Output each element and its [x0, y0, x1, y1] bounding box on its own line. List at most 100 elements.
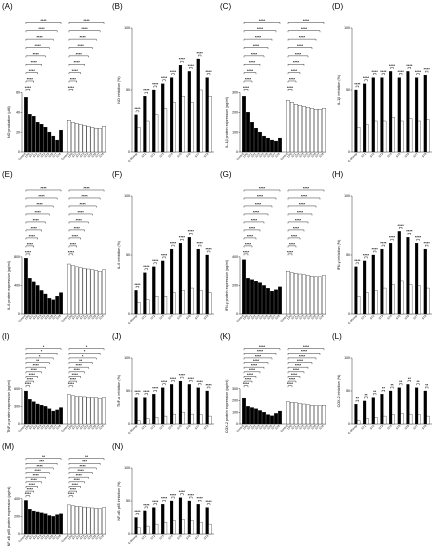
significance-label: ****: [249, 367, 256, 372]
x-tick-label: ST3: [36, 534, 43, 541]
significance-label: ****: [205, 499, 212, 504]
significance-label: ****: [134, 509, 141, 514]
bar: [155, 523, 159, 535]
bar: [397, 387, 401, 425]
significance-bracket: [68, 371, 85, 374]
y-tick-label: 100: [124, 26, 130, 30]
significance-bracket: [287, 376, 301, 378]
significance-label: ****: [161, 252, 168, 257]
x-tick-label: ST6: [266, 314, 273, 321]
significance-label: ****: [170, 376, 177, 381]
significance-label: ****: [36, 35, 43, 40]
significance-label: ****: [301, 193, 308, 198]
bar: [278, 286, 282, 315]
significance-bracket: [180, 376, 184, 379]
x-tick-label: ST7: [94, 534, 101, 541]
x-tick-label: ST1: [141, 152, 148, 159]
significance-bracket: [373, 393, 377, 396]
significance-bracket: [153, 503, 157, 506]
significance-bracket: [25, 22, 62, 24]
significance-bracket: [399, 73, 403, 76]
bar: [196, 504, 200, 535]
bar: [426, 119, 430, 153]
y-tick-label: 0: [236, 422, 238, 426]
bar: [365, 292, 369, 315]
bar: [94, 127, 99, 153]
significance-label: ****: [398, 223, 405, 228]
bar: [47, 298, 52, 315]
bar: [205, 254, 209, 315]
bar: [24, 390, 28, 425]
bar: [389, 390, 393, 425]
x-tick-label: ST7: [194, 534, 201, 541]
bar: [262, 285, 266, 315]
x-tick-label: ST1: [141, 424, 148, 431]
significance-label: ****: [245, 76, 252, 81]
significance-label: ****: [40, 18, 47, 23]
bar: [254, 127, 258, 153]
significance-bracket: [390, 239, 394, 241]
bar: [208, 523, 212, 535]
significance-label: ****: [257, 193, 264, 198]
bar: [47, 515, 52, 535]
y-tick-label: 200: [232, 399, 238, 403]
y-tick-label: 300: [14, 405, 20, 409]
y-axis-label: NO inhibition (%): [117, 76, 121, 103]
significance-bracket: [135, 393, 140, 396]
significance-label: ****: [188, 229, 195, 234]
bar: [258, 282, 262, 315]
bar: [39, 512, 44, 535]
significance-label: ****: [70, 76, 77, 81]
significance-label: ****: [299, 35, 306, 40]
significance-label: ****: [424, 241, 431, 246]
significance-bracket: [287, 55, 309, 58]
significance-label: ****: [372, 69, 379, 74]
significance-label: ****: [31, 60, 38, 65]
significance-label: ****: [247, 372, 254, 377]
bar: [406, 237, 410, 315]
significance-bracket: [243, 55, 265, 58]
significance-bracket: [25, 72, 38, 75]
significance-bracket: [25, 362, 50, 365]
x-tick-label: ST6: [47, 424, 54, 431]
x-tick-label: Control: [235, 424, 244, 433]
x-tick-label: LPS: [24, 314, 31, 321]
x-tick-label: ST4: [83, 152, 90, 159]
bar: [423, 248, 427, 315]
significance-bracket: [399, 383, 403, 386]
x-tick-label: LPS: [67, 424, 74, 431]
bar: [205, 507, 209, 535]
significance-bracket: [243, 357, 273, 360]
x-tick-label: ST5: [306, 314, 313, 321]
x-tick-label: ST8: [98, 314, 105, 321]
bar: [190, 520, 194, 535]
significance-label: ****: [415, 235, 422, 240]
x-tick-label: ST6: [47, 534, 54, 541]
x-tick-label: ST6: [266, 152, 273, 159]
x-tick-label: ST8: [274, 424, 281, 431]
significance-bracket: [162, 79, 166, 82]
bar: [199, 414, 203, 425]
bar: [59, 129, 63, 153]
bar: [152, 507, 156, 535]
significance-label: ****: [161, 75, 168, 80]
y-tick-label: 200: [232, 110, 238, 114]
significance-bracket: [68, 458, 105, 461]
bar: [389, 243, 393, 315]
x-tick-label: ST7: [270, 314, 277, 321]
x-tick-label: ST5: [87, 534, 94, 541]
x-tick-label: ST8: [318, 152, 325, 159]
bar: [406, 71, 410, 153]
significance-label: ****: [243, 85, 250, 90]
bar: [134, 114, 138, 153]
bar: [161, 504, 165, 535]
significance-label: ****: [40, 185, 47, 190]
significance-label: ****: [170, 492, 177, 497]
bar: [383, 287, 387, 315]
significance-label: ****: [205, 69, 212, 74]
x-tick-label: ST5: [87, 424, 94, 431]
significance-bracket: [68, 353, 101, 355]
bar: [415, 387, 419, 425]
bar: [90, 507, 95, 535]
x-tick-label: ST4: [83, 424, 90, 431]
